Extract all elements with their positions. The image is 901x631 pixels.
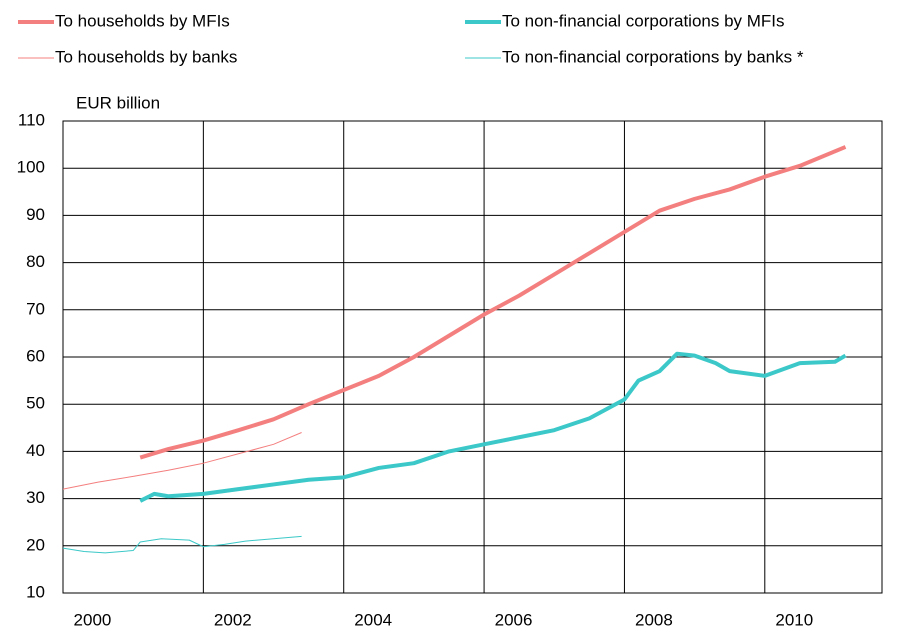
y-axis-label: EUR billion [76, 93, 160, 112]
y-tick-label: 90 [26, 205, 45, 224]
y-tick-label: 30 [26, 488, 45, 507]
y-tick-label: 40 [26, 441, 45, 460]
series-line [62, 535, 302, 554]
legend-label: To non-financial corporations by MFIs [502, 11, 785, 30]
y-tick-label: 110 [18, 110, 45, 129]
y-tick-label: 50 [26, 394, 45, 413]
series-line [62, 432, 302, 490]
y-tick-label: 70 [26, 299, 45, 318]
x-tick-label: 2004 [354, 610, 392, 629]
y-tick-label: 10 [26, 582, 45, 601]
y-tick-label: 20 [26, 535, 45, 554]
x-tick-label: 2002 [214, 610, 252, 629]
plot-frame [62, 120, 883, 594]
y-tick-label: 80 [26, 252, 45, 271]
series-line [139, 351, 847, 503]
x-tick-label: 2008 [635, 610, 673, 629]
y-tick-label: 60 [26, 346, 45, 365]
x-tick-label: 2006 [495, 610, 533, 629]
legend-label: To households by MFIs [55, 11, 230, 30]
legend-label: To non-financial corporations by banks * [502, 47, 804, 66]
legend-label: To households by banks [55, 47, 237, 66]
y-tick-label: 100 [17, 158, 45, 177]
x-tick-label: 2000 [74, 610, 112, 629]
x-tick-label: 2010 [775, 610, 813, 629]
series-line [139, 145, 847, 460]
